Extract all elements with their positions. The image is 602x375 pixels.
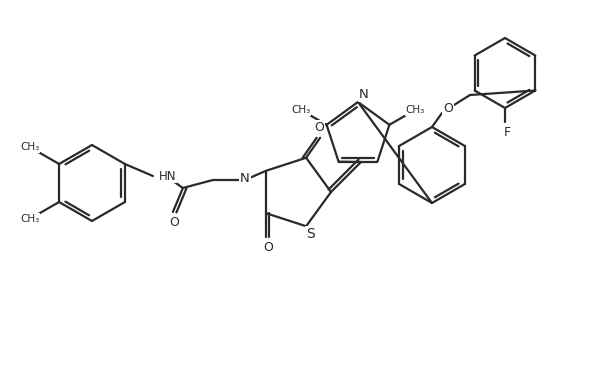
- Text: CH₃: CH₃: [20, 214, 39, 224]
- Text: N: N: [240, 171, 250, 184]
- Text: N: N: [359, 87, 369, 100]
- Text: O: O: [169, 216, 179, 228]
- Text: O: O: [314, 121, 324, 134]
- Text: F: F: [503, 126, 510, 138]
- Text: CH₃: CH₃: [20, 142, 39, 152]
- Text: CH₃: CH₃: [406, 105, 425, 115]
- Text: O: O: [443, 102, 453, 116]
- Text: HN: HN: [159, 170, 176, 183]
- Text: S: S: [306, 227, 314, 241]
- Text: O: O: [263, 241, 273, 254]
- Text: CH₃: CH₃: [291, 105, 310, 115]
